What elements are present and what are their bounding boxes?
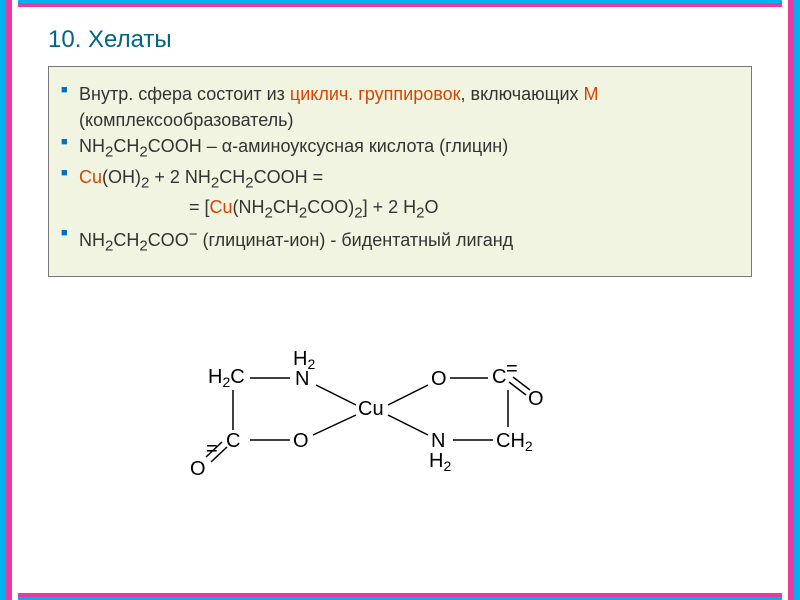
text: ] + 2 H [363, 197, 417, 217]
sub: 2 [354, 204, 362, 221]
svg-text:O: O [293, 430, 309, 452]
text-accent: Cu [79, 167, 102, 187]
chemical-structure-diagram: H2C H2 N Cu O C O = O C = O N H2 CH2 [178, 305, 578, 505]
text: (NH [233, 197, 265, 217]
text: (глицинат-ион) - бидентатный лиганд [197, 230, 513, 250]
svg-text:=: = [206, 438, 218, 460]
text: + 2 NH [149, 167, 211, 187]
frame-top [18, 0, 782, 10]
bullet-line-1: ■ Внутр. сфера состоит из циклич. группи… [79, 81, 735, 133]
text: COO [148, 230, 189, 250]
stripe [794, 0, 800, 600]
slide-title: 10. Хелаты [48, 26, 752, 54]
text: (комплексообразователь) [79, 110, 294, 130]
sub: 2 [139, 144, 147, 161]
frame-left [0, 0, 18, 600]
sub: 2 [245, 174, 253, 191]
bullet-icon: ■ [61, 83, 68, 99]
svg-text:N: N [431, 430, 445, 452]
text-accent: М [584, 84, 599, 104]
text-accent: циклич. группировок [290, 84, 461, 104]
svg-text:Cu: Cu [358, 398, 384, 420]
frame-right [782, 0, 800, 600]
svg-text:C: C [492, 366, 506, 388]
text: CH [113, 230, 139, 250]
text: (OH) [102, 167, 141, 187]
text: NH [79, 230, 105, 250]
bullet-icon: ■ [61, 226, 68, 242]
svg-text:O: O [528, 388, 544, 410]
text: COOH = [254, 167, 324, 187]
bullet-icon: ■ [61, 135, 68, 151]
svg-text:N: N [295, 368, 309, 390]
text: CH [113, 136, 139, 156]
text: COOH – [148, 136, 222, 156]
text: Внутр. сфера состоит из [79, 84, 290, 104]
text: = [ [189, 197, 210, 217]
text: -аминоуксусная кислота (глицин) [232, 136, 508, 156]
sub: 2 [139, 238, 147, 255]
svg-text:O: O [190, 458, 206, 480]
slide-content: 10. Хелаты ■ Внутр. сфера состоит из цик… [18, 10, 782, 590]
sub: 2 [265, 204, 273, 221]
text: CH [219, 167, 245, 187]
svg-text:=: = [506, 358, 518, 380]
stripe [18, 597, 782, 600]
sub: 2 [299, 204, 307, 221]
bullet-line-5: ■ NH2CH2COO− (глицинат-ион) - бидентатны… [79, 224, 735, 257]
text-accent: Cu [210, 197, 233, 217]
svg-text:H2C: H2C [208, 366, 245, 390]
svg-text:C: C [226, 430, 240, 452]
info-box: ■ Внутр. сфера состоит из циклич. группи… [48, 66, 752, 277]
bullet-line-4: = [Cu(NH2CH2COO)2] + 2 H2O [189, 194, 735, 224]
text: CH [273, 197, 299, 217]
svg-text:H2: H2 [429, 450, 451, 474]
text: NH [79, 136, 105, 156]
text: , включающих [461, 84, 584, 104]
text: α [222, 136, 232, 156]
svg-text:CH2: CH2 [496, 430, 533, 454]
svg-text:O: O [431, 368, 447, 390]
sub: 2 [211, 174, 219, 191]
text: COO) [307, 197, 354, 217]
bullet-line-3: ■ Cu(OH)2 + 2 NH2CH2COOH = [79, 164, 735, 194]
bullet-line-2: ■ NH2CH2COOH – α-аминоуксусная кислота (… [79, 133, 735, 163]
bullet-icon: ■ [61, 166, 68, 182]
frame-bottom [18, 590, 782, 600]
text: O [424, 197, 438, 217]
